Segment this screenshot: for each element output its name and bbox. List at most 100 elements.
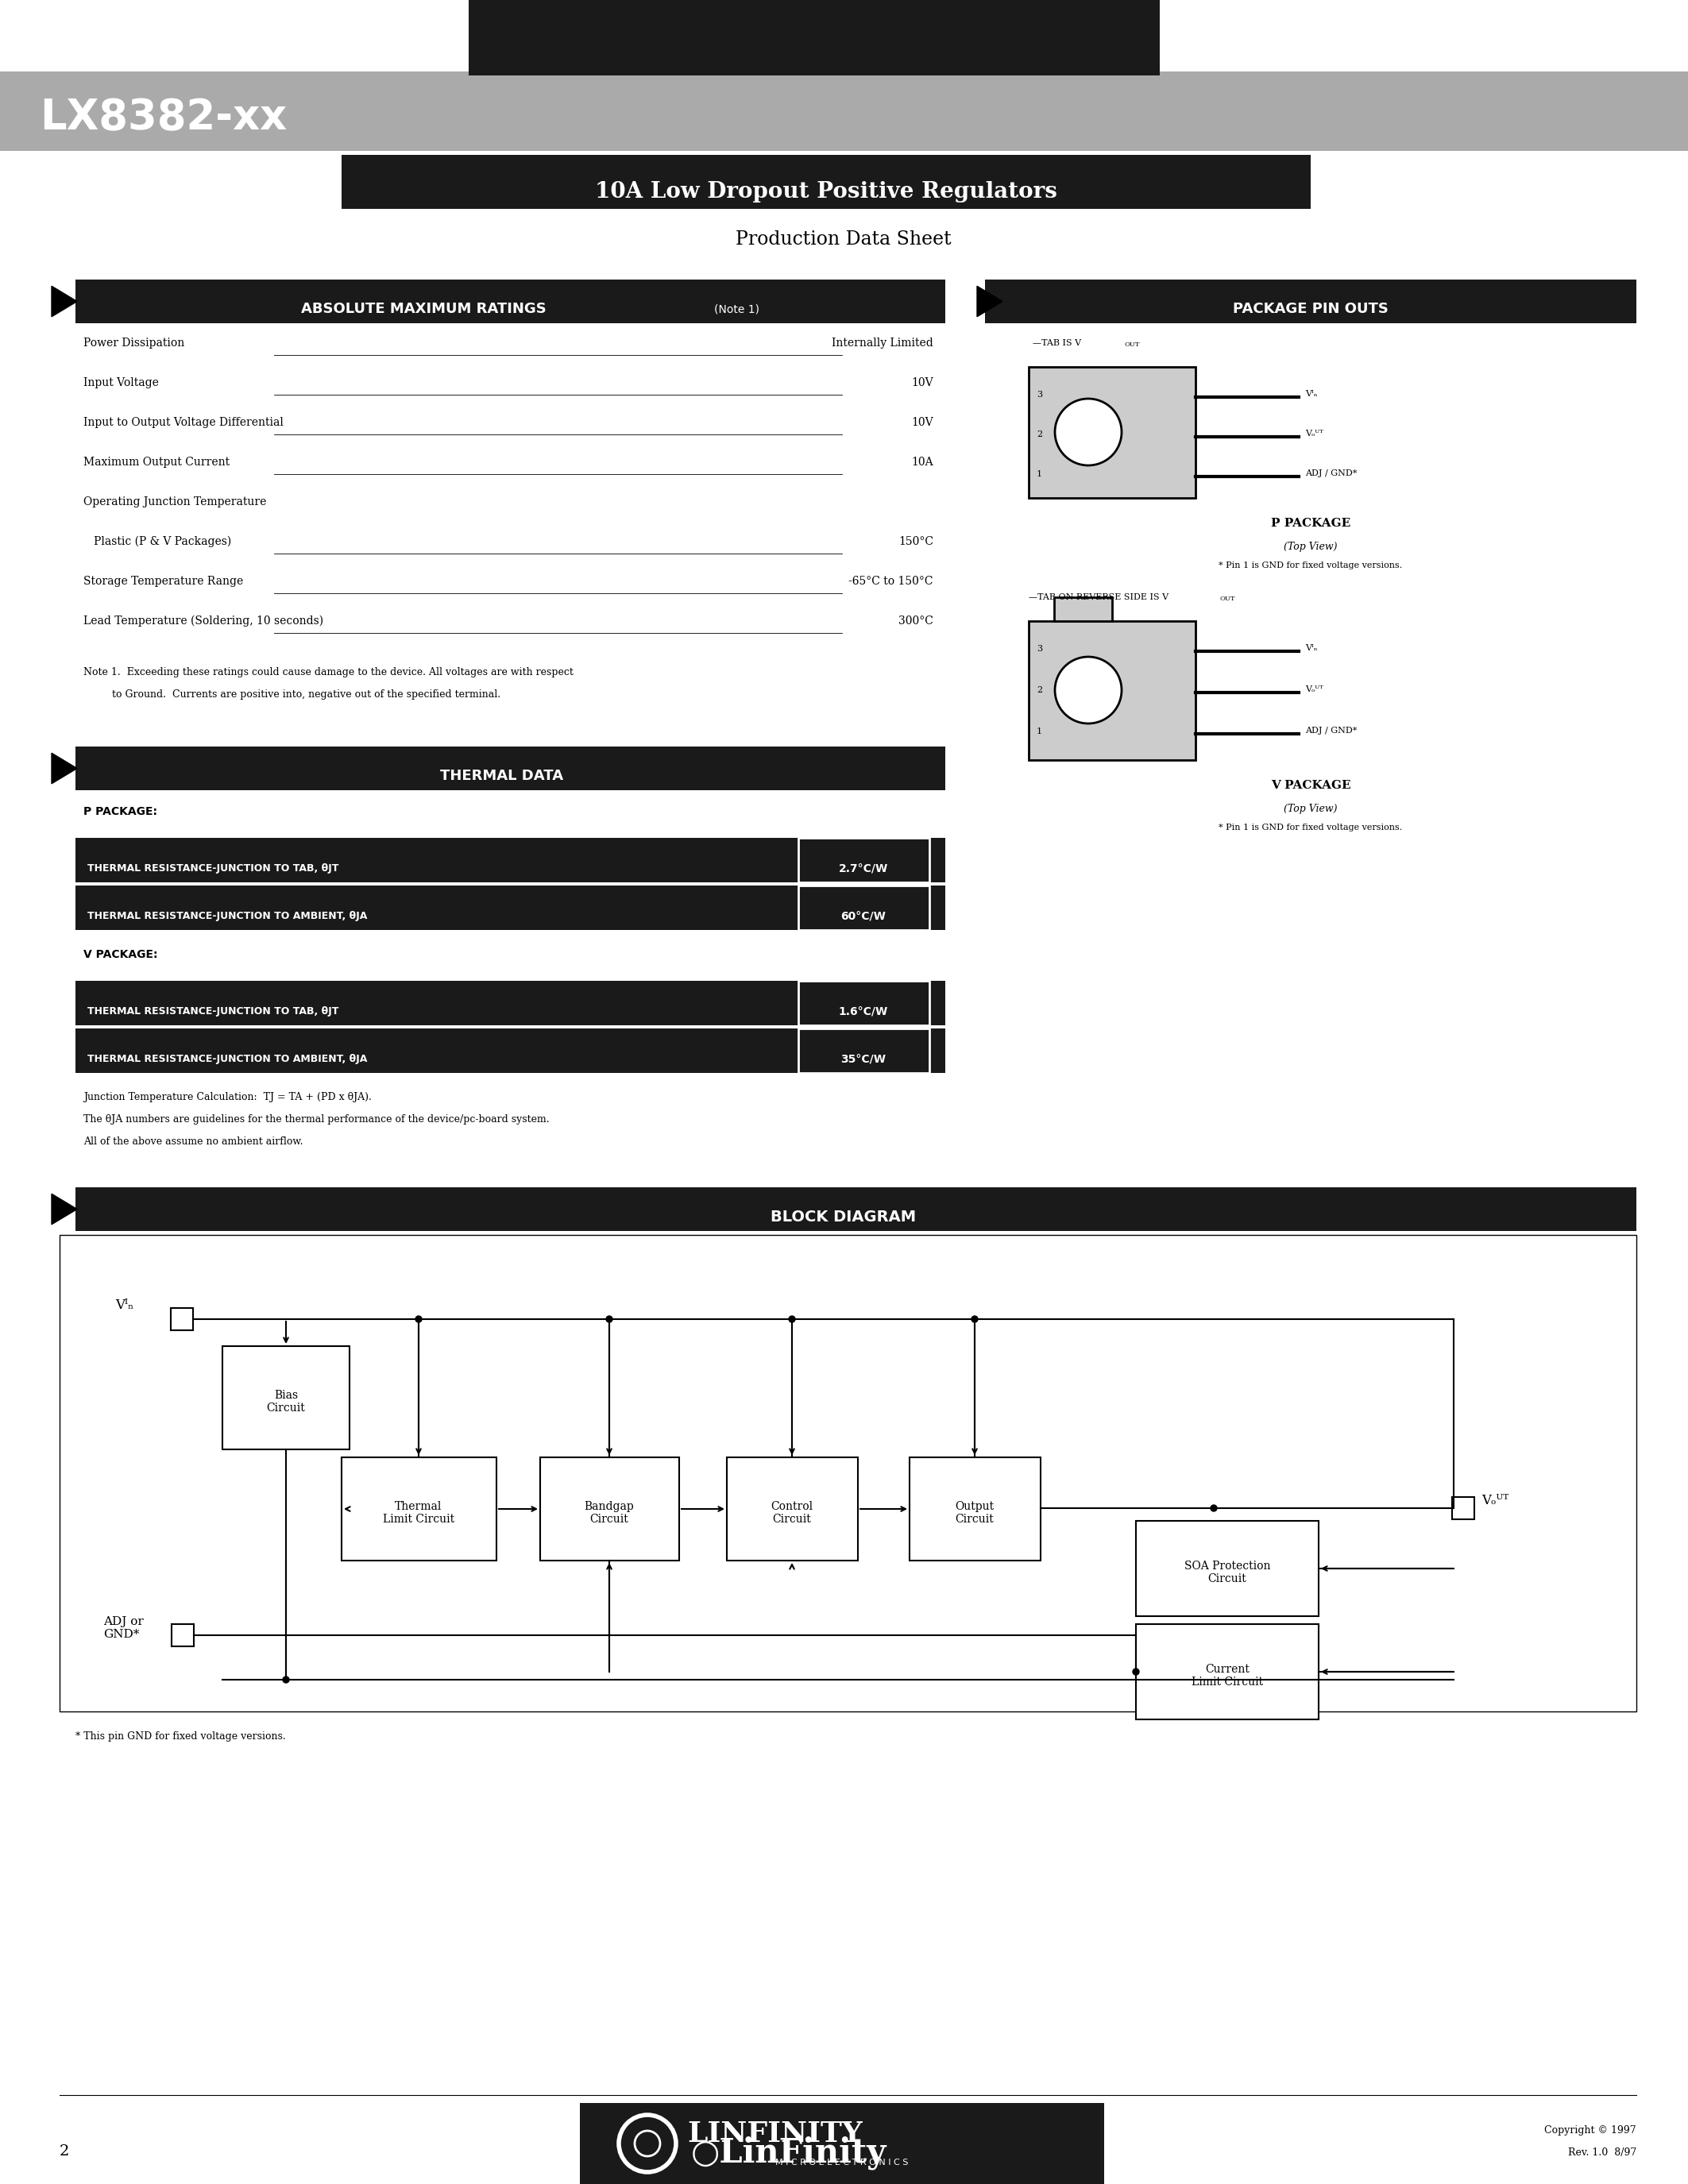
Bar: [798, 1029, 930, 1072]
Text: ○LinFinity: ○LinFinity: [690, 2136, 886, 2171]
Bar: [76, 1029, 945, 1072]
Bar: [76, 747, 945, 791]
Bar: [540, 1457, 679, 1562]
Circle shape: [1210, 1505, 1217, 1511]
Bar: [1136, 1520, 1318, 1616]
Text: Storage Temperature Range: Storage Temperature Range: [83, 577, 243, 587]
Bar: [798, 839, 930, 882]
Circle shape: [284, 1677, 289, 1684]
Text: Rev. 1.0  8/97: Rev. 1.0 8/97: [1568, 2147, 1636, 2158]
Bar: [798, 981, 930, 1024]
Bar: [1053, 596, 1112, 620]
Text: SOA Protection
Circuit: SOA Protection Circuit: [1185, 1562, 1271, 1583]
Text: * Pin 1 is GND for fixed voltage versions.: * Pin 1 is GND for fixed voltage version…: [1219, 561, 1403, 570]
Text: 10A: 10A: [912, 456, 933, 467]
Text: 2: 2: [1036, 686, 1041, 695]
Text: Lead Temperature (Soldering, 10 seconds): Lead Temperature (Soldering, 10 seconds): [83, 616, 324, 627]
Text: LX8382-xx: LX8382-xx: [41, 96, 287, 138]
Text: V PACKAGE: V PACKAGE: [1271, 780, 1350, 791]
Text: Production Data Sheet: Production Data Sheet: [736, 229, 952, 249]
Text: Current
Limit Circuit: Current Limit Circuit: [1192, 1664, 1263, 1688]
Bar: [798, 885, 930, 930]
Text: Vₒᵁᵀ: Vₒᵁᵀ: [1305, 430, 1323, 437]
Text: (Note 1): (Note 1): [714, 304, 760, 314]
Text: * Pin 1 is GND for fixed voltage versions.: * Pin 1 is GND for fixed voltage version…: [1219, 823, 1403, 832]
Text: BLOCK DIAGRAM: BLOCK DIAGRAM: [771, 1210, 917, 1225]
Circle shape: [635, 2132, 660, 2156]
Text: Thermal
Limit Circuit: Thermal Limit Circuit: [383, 1500, 454, 1524]
Text: * This pin GND for fixed voltage versions.: * This pin GND for fixed voltage version…: [76, 1732, 285, 1741]
Text: Output
Circuit: Output Circuit: [955, 1500, 994, 1524]
Circle shape: [1055, 400, 1121, 465]
Text: Operating Junction Temperature: Operating Junction Temperature: [83, 496, 267, 507]
Text: —TAB IS V: —TAB IS V: [1033, 339, 1082, 347]
Bar: [1028, 367, 1195, 498]
Bar: [76, 981, 945, 1024]
Text: Internally Limited: Internally Limited: [832, 339, 933, 349]
Text: 10V: 10V: [912, 378, 933, 389]
Text: ADJ or
GND*: ADJ or GND*: [103, 1616, 143, 1640]
Text: (Top View): (Top View): [1285, 542, 1337, 553]
Text: 300°C: 300°C: [898, 616, 933, 627]
Text: Note 1.  Exceeding these ratings could cause damage to the device. All voltages : Note 1. Exceeding these ratings could ca…: [83, 666, 574, 677]
Bar: [1028, 620, 1195, 760]
Text: OUT: OUT: [1124, 341, 1139, 347]
Text: Bandgap
Circuit: Bandgap Circuit: [584, 1500, 635, 1524]
Polygon shape: [52, 1195, 78, 1225]
Bar: [76, 839, 945, 882]
Bar: [170, 1308, 192, 1330]
Text: Vₒᵁᵀ: Vₒᵁᵀ: [1305, 686, 1323, 692]
Circle shape: [1133, 1669, 1139, 1675]
Text: Copyright © 1997: Copyright © 1997: [1545, 2125, 1636, 2136]
Text: ADJ / GND*: ADJ / GND*: [1305, 727, 1357, 734]
Bar: [76, 885, 945, 930]
Circle shape: [1055, 657, 1121, 723]
Text: V PACKAGE:: V PACKAGE:: [83, 950, 157, 961]
Text: THERMAL RESISTANCE-JUNCTION TO TAB, θJT: THERMAL RESISTANCE-JUNCTION TO TAB, θJT: [88, 1007, 339, 1016]
Text: Input to Output Voltage Differential: Input to Output Voltage Differential: [83, 417, 284, 428]
Bar: [341, 1457, 496, 1562]
Bar: [728, 1457, 858, 1562]
Text: THERMAL DATA: THERMAL DATA: [441, 769, 564, 784]
Bar: [1136, 1625, 1318, 1719]
Text: Maximum Output Current: Maximum Output Current: [83, 456, 230, 467]
Text: Control
Circuit: Control Circuit: [771, 1500, 814, 1524]
Text: 10V: 10V: [912, 417, 933, 428]
Text: Vₒᵁᵀ: Vₒᵁᵀ: [1482, 1494, 1509, 1507]
Bar: [341, 155, 1310, 210]
Polygon shape: [977, 286, 1003, 317]
Text: ADJ / GND*: ADJ / GND*: [1305, 470, 1357, 478]
Text: 1.6°C/W: 1.6°C/W: [839, 1005, 888, 1016]
Circle shape: [972, 1317, 977, 1321]
Text: 10A Low Dropout Positive Regulators: 10A Low Dropout Positive Regulators: [596, 181, 1057, 203]
Text: M I C R O E L E C T R O N I C S: M I C R O E L E C T R O N I C S: [775, 2158, 908, 2167]
Text: 1: 1: [1036, 727, 1041, 736]
Bar: [986, 280, 1636, 323]
Polygon shape: [52, 286, 78, 317]
Text: 60°C/W: 60°C/W: [841, 911, 886, 922]
Text: 2: 2: [1036, 430, 1041, 439]
Bar: [581, 2103, 1104, 2184]
Text: P PACKAGE:: P PACKAGE:: [83, 806, 157, 817]
Text: 3: 3: [1036, 644, 1041, 653]
Bar: [59, 1234, 1636, 1712]
Circle shape: [788, 1317, 795, 1321]
Text: Vᴵₙ: Vᴵₙ: [1305, 644, 1318, 653]
Text: THERMAL RESISTANCE-JUNCTION TO TAB, θJT: THERMAL RESISTANCE-JUNCTION TO TAB, θJT: [88, 863, 339, 874]
Text: Input Voltage: Input Voltage: [83, 378, 159, 389]
Text: (Top View): (Top View): [1285, 804, 1337, 815]
Circle shape: [415, 1317, 422, 1321]
Bar: [469, 0, 1160, 76]
Bar: [0, 72, 1688, 151]
Text: 3: 3: [1036, 391, 1041, 400]
Text: Junction Temperature Calculation:  TJ = TA + (PD x θJA).: Junction Temperature Calculation: TJ = T…: [83, 1092, 371, 1103]
Text: OUT: OUT: [1219, 596, 1236, 603]
Bar: [76, 1188, 1636, 1232]
Text: Vᴵₙ: Vᴵₙ: [115, 1299, 133, 1313]
Circle shape: [606, 1317, 613, 1321]
Text: to Ground.  Currents are positive into, negative out of the specified terminal.: to Ground. Currents are positive into, n…: [83, 690, 501, 699]
Text: Power Dissipation: Power Dissipation: [83, 339, 184, 349]
Text: -65°C to 150°C: -65°C to 150°C: [849, 577, 933, 587]
Text: 35°C/W: 35°C/W: [841, 1053, 886, 1064]
Bar: [172, 1625, 194, 1647]
